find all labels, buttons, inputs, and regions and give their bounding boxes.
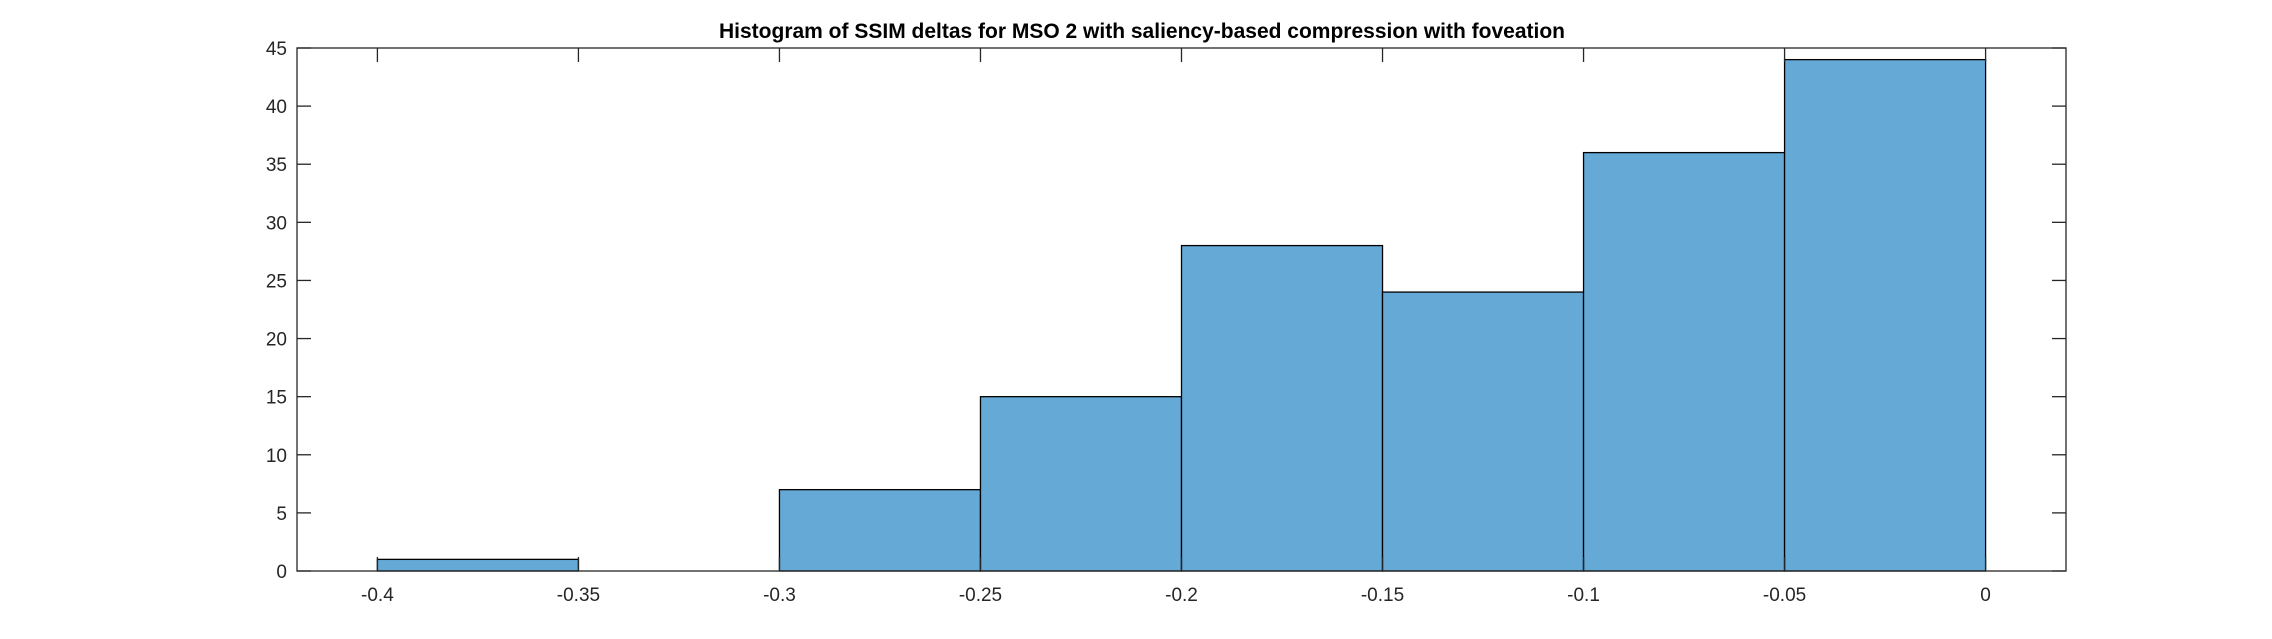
bars-layer [376,58,1987,572]
y-tick-label: 20 [266,330,287,351]
histogram-bar [979,396,1183,572]
x-tick-label: 0 [1980,585,1991,606]
y-tick-label: 40 [266,97,287,118]
axes-layer [296,47,2067,572]
x-tick-label: -0.35 [557,585,600,606]
y-tick-label: 15 [266,388,287,409]
y-tick-label: 30 [266,213,287,234]
x-tick-label: -0.1 [1567,585,1600,606]
x-tick-label: -0.3 [763,585,796,606]
histogram-bar [376,558,580,572]
x-tick-label: -0.25 [959,585,1002,606]
tick-labels-layer: -0.4 -0.35 -0.3 -0.25 -0.2 -0.15 -0.1 -0.05 0 0 5 1… [266,39,1991,606]
histogram-bar [778,488,982,572]
y-tick-label: 5 [276,504,287,525]
histogram-bar [1381,291,1585,572]
y-tick-label: 0 [276,562,287,583]
y-tick-label: 25 [266,271,287,292]
y-tick-label: 35 [266,155,287,176]
x-tick-label: -0.15 [1361,585,1404,606]
x-tick-label: -0.05 [1763,585,1806,606]
x-tick-label: -0.2 [1165,585,1198,606]
x-tick-label: -0.4 [361,585,394,606]
chart-title: Histogram of SSIM deltas for MSO 2 with … [719,20,1565,43]
histogram-bar [1783,58,1987,572]
histogram-bar [1582,151,1786,572]
y-tick-label: 10 [266,446,287,467]
y-tick-label: 45 [266,39,287,60]
histogram-bar [1180,244,1384,572]
